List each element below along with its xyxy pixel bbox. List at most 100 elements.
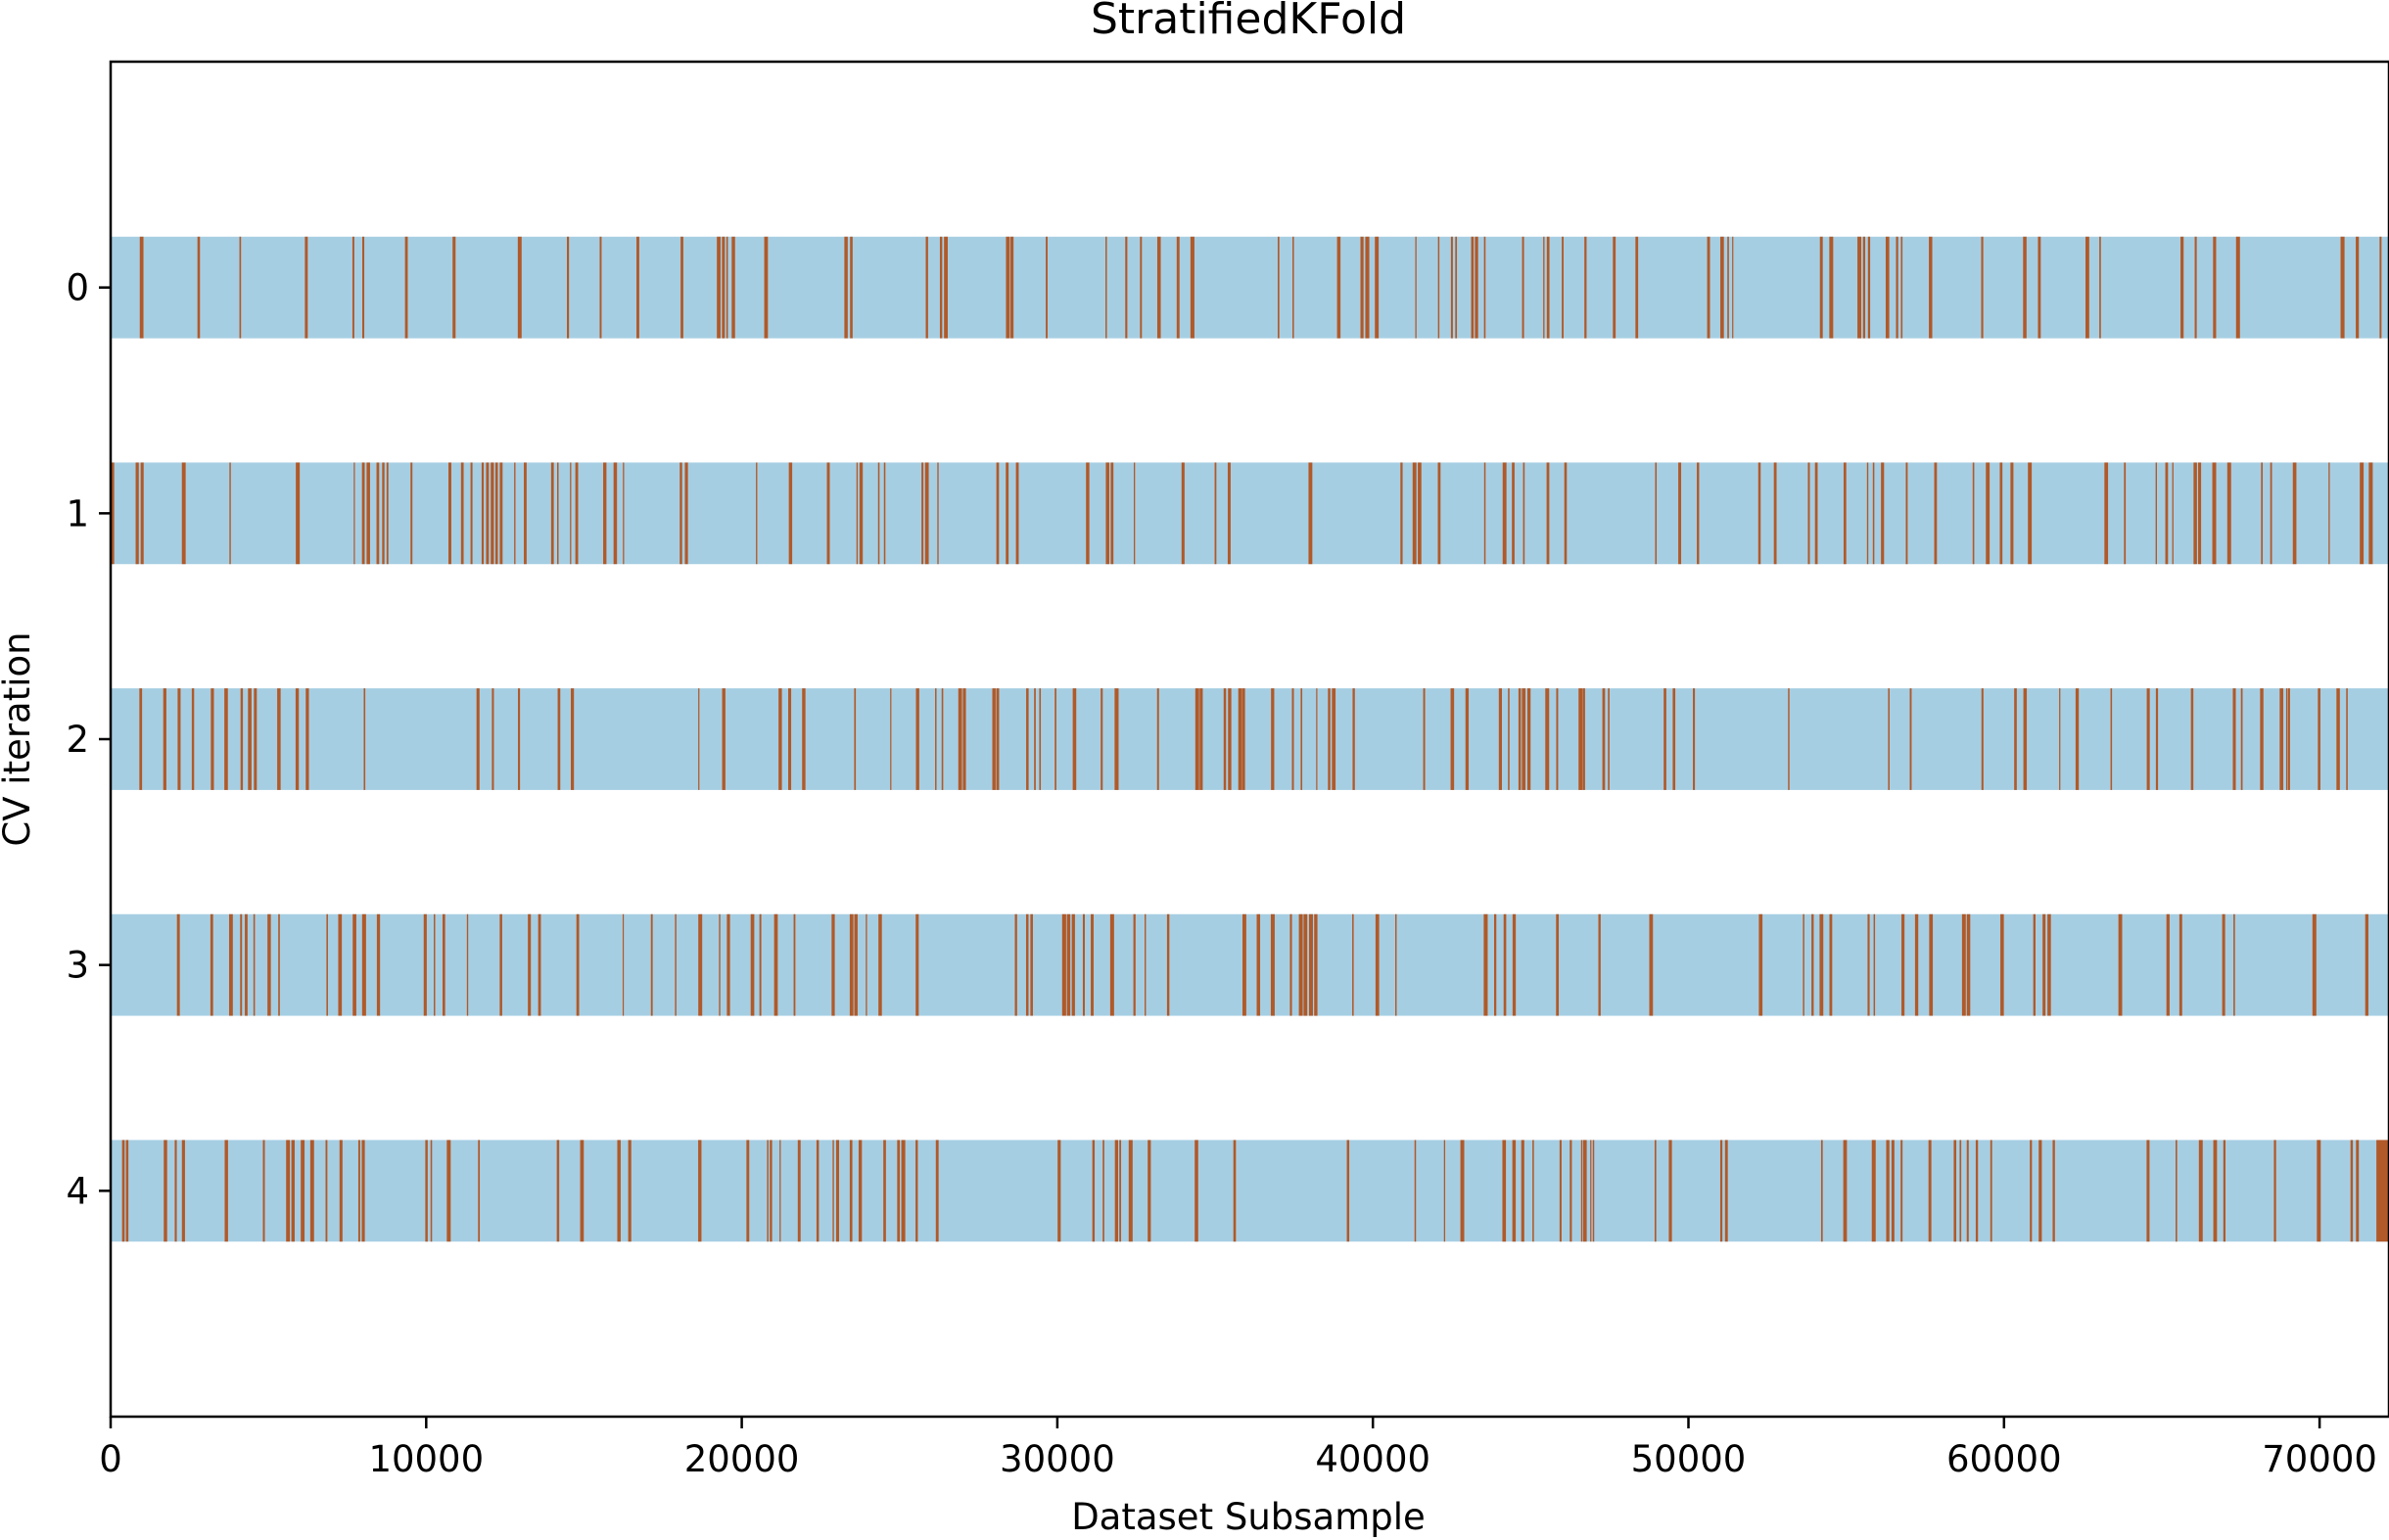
test-segment	[1522, 236, 1524, 339]
test-segment	[759, 913, 762, 1016]
test-segment	[1788, 688, 1790, 790]
test-segment	[1475, 236, 1478, 339]
test-segment	[1867, 236, 1871, 339]
test-segment	[517, 236, 522, 339]
test-segment	[518, 688, 521, 790]
test-segment	[2285, 688, 2288, 790]
test-segment	[191, 688, 195, 790]
test-segment	[1450, 688, 1455, 790]
test-segment	[1562, 236, 1564, 339]
test-segment	[1483, 462, 1486, 565]
test-segment	[2023, 236, 2027, 339]
test-segment	[1006, 462, 1009, 565]
test-segment	[366, 462, 370, 565]
test-segment	[1256, 913, 1261, 1016]
test-segment	[210, 913, 213, 1016]
test-segment	[1829, 236, 1834, 339]
test-segment	[404, 236, 408, 339]
train-band	[111, 688, 2389, 790]
test-segment	[1811, 913, 1814, 1016]
y-axis-ticks: 0 1 2 3 4	[66, 267, 111, 1212]
test-segment	[1006, 236, 1010, 339]
test-segment	[1133, 913, 1136, 1016]
test-segment	[2194, 236, 2197, 339]
test-segment	[362, 236, 365, 339]
test-segment	[580, 1140, 585, 1242]
test-segment	[2240, 688, 2243, 790]
test-segment	[1872, 462, 1875, 565]
test-segment	[492, 688, 494, 790]
test-segment	[1109, 913, 1114, 1016]
test-segment	[1455, 236, 1458, 339]
test-segment	[1105, 236, 1107, 339]
test-segment	[1241, 688, 1245, 790]
test-segment	[767, 1140, 769, 1242]
test-segment	[719, 913, 721, 1016]
test-segment	[1886, 1140, 1890, 1242]
test-segment	[1190, 236, 1194, 339]
test-segment	[1502, 462, 1507, 565]
test-segment	[514, 462, 516, 565]
test-segment	[1990, 1140, 1992, 1242]
test-segment	[1194, 688, 1199, 790]
test-segment	[939, 236, 943, 339]
test-segment	[1241, 913, 1246, 1016]
test-segment	[1365, 236, 1370, 339]
test-segment	[1961, 913, 1966, 1016]
test-segment	[731, 236, 735, 339]
test-segment	[831, 913, 835, 1016]
test-segment	[2190, 688, 2194, 790]
test-segment	[2059, 688, 2061, 790]
test-segment	[339, 1140, 343, 1242]
test-segment	[2292, 462, 2297, 565]
test-segment	[877, 462, 880, 565]
test-segment	[262, 1140, 265, 1242]
test-segment	[1289, 913, 1292, 1016]
test-segment	[1888, 688, 1890, 790]
test-segment	[1493, 913, 1497, 1016]
test-segment	[2233, 913, 2235, 1016]
test-segment	[2365, 913, 2368, 1016]
test-segment	[353, 462, 355, 565]
test-segment	[2166, 913, 2170, 1016]
test-segment	[816, 1140, 820, 1242]
test-segment	[878, 913, 882, 1016]
test-segment	[494, 462, 498, 565]
test-segment	[1105, 462, 1109, 565]
test-segment	[1303, 913, 1308, 1016]
test-segment	[2261, 462, 2264, 565]
test-segment	[1556, 913, 1560, 1016]
test-segment	[1026, 688, 1029, 790]
test-segment	[1807, 462, 1810, 565]
test-segment	[2226, 462, 2231, 565]
test-segment	[267, 913, 271, 1016]
test-segment	[2376, 1140, 2389, 1242]
test-segment	[1546, 236, 1550, 339]
test-segment	[1270, 913, 1275, 1016]
test-segment	[326, 913, 328, 1016]
x-tick-label: 40000	[1315, 1438, 1430, 1480]
test-segment	[557, 462, 559, 565]
test-segment	[996, 688, 1000, 790]
test-segment	[1057, 1140, 1061, 1242]
test-segment	[557, 688, 561, 790]
test-segment	[1578, 688, 1583, 790]
test-segment	[2085, 236, 2089, 339]
test-segment	[2223, 1140, 2225, 1242]
test-segment	[935, 688, 937, 790]
test-segment	[1975, 1140, 1979, 1242]
test-segment	[1608, 688, 1610, 790]
cv-fold-3	[111, 913, 2389, 1016]
test-segment	[1228, 688, 1232, 790]
test-segment	[2198, 1140, 2203, 1242]
test-segment	[722, 236, 726, 339]
test-segment	[1238, 688, 1242, 790]
test-segment	[778, 688, 782, 790]
test-segment	[197, 236, 201, 339]
test-segment	[2198, 462, 2202, 565]
test-segment	[1314, 913, 1318, 1016]
test-segment	[1727, 236, 1729, 339]
test-segment	[1934, 462, 1938, 565]
test-segment	[1900, 1140, 1903, 1242]
test-segment	[935, 1140, 939, 1242]
